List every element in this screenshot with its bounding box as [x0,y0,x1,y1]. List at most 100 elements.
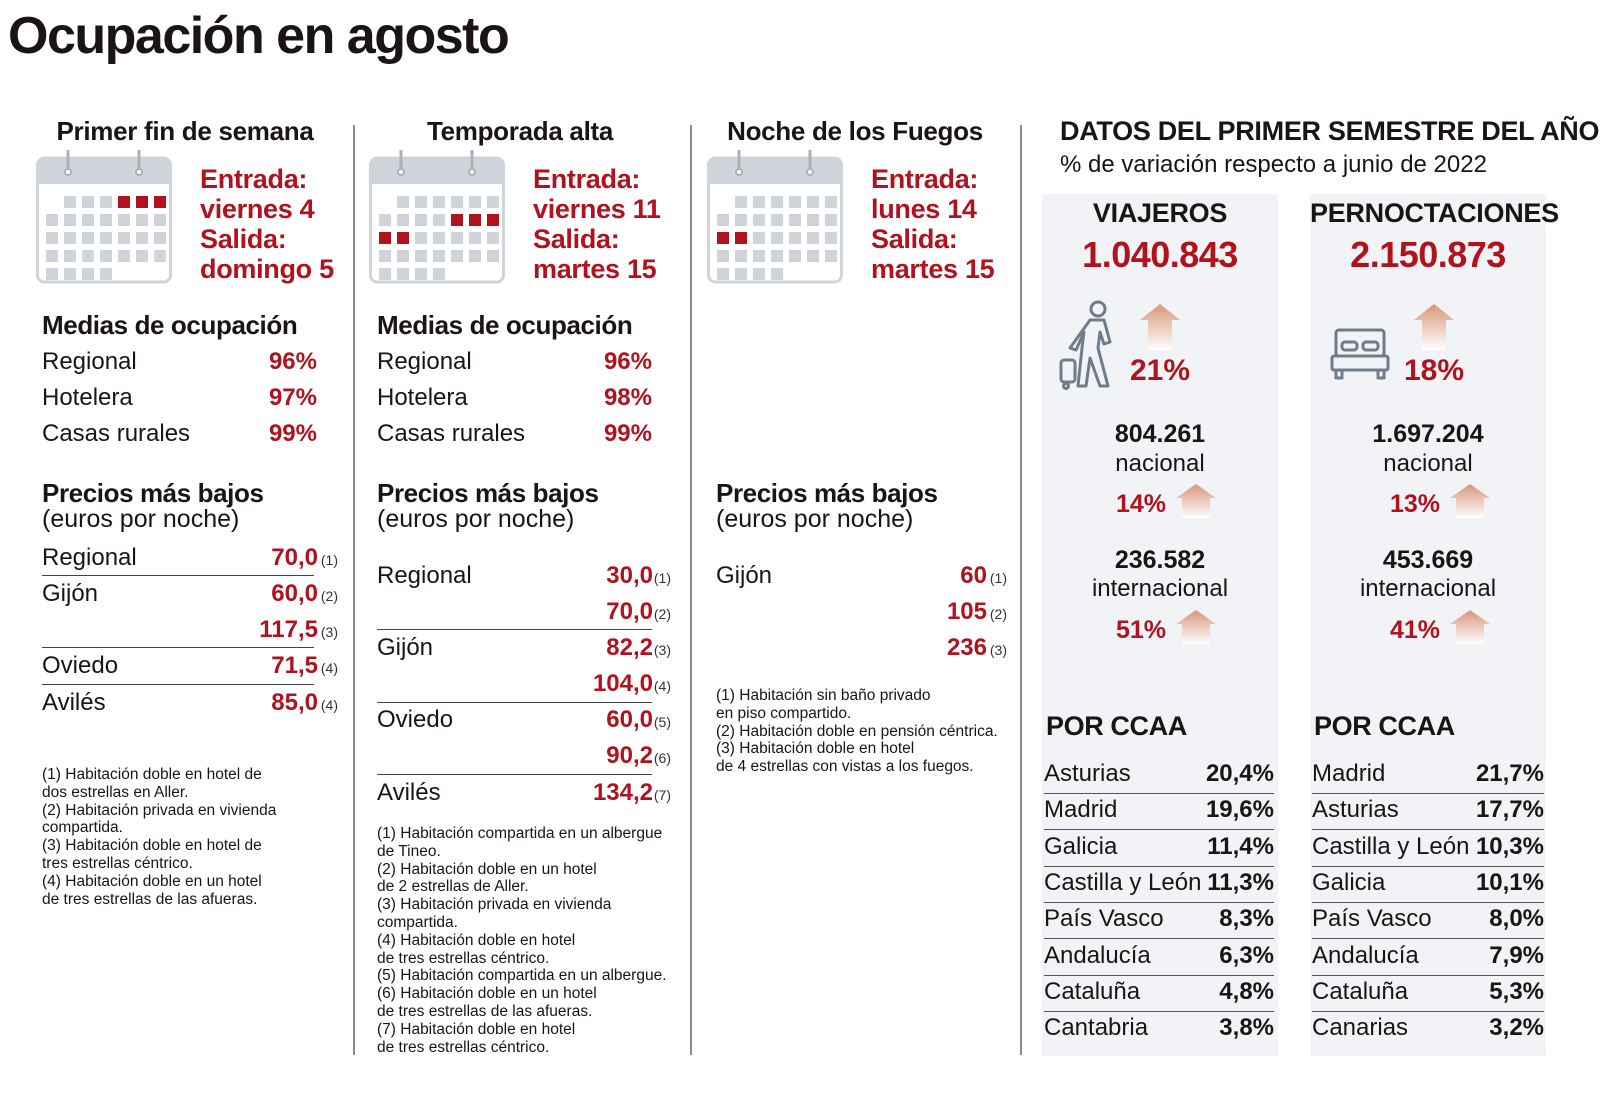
price-row: Regional 30,0 (1) [377,562,677,598]
calendar-day [807,250,819,262]
price-ref: (2) [320,588,338,604]
salida-day: martes 15 [871,254,995,284]
entrada-day: lunes 14 [871,194,977,224]
occupancy-title: Medias de ocupación [42,310,298,340]
ccaa-value: 8,0% [1489,905,1544,933]
internacional-value: 453.669 [1382,546,1474,574]
entrada-day: viernes 11 [533,194,661,224]
calendar-day [487,250,499,262]
internacional-change: 51% [1116,616,1167,644]
calendar-day [415,196,427,208]
calendar-day [397,250,409,262]
calendar-day-highlighted [717,232,729,244]
price-ref: (3) [320,624,338,640]
calendar-day [100,268,112,280]
ccaa-name: Canarias [1312,1014,1409,1042]
entrada-label: Entrada: [200,164,308,194]
price-row: Avilés 85,0 (4) [42,689,342,725]
calendar-day-highlighted [487,214,499,226]
calendar-day [735,268,747,280]
ccaa-value: 19,6% [1205,796,1274,824]
calendar-day [451,250,463,262]
ccaa-name: Cataluña [1312,977,1409,1005]
price-ref: (2) [653,606,671,622]
price-value: 82,2 [606,634,653,661]
calendar-day [433,232,445,244]
panel-total: 2.150.873 [1350,234,1506,275]
price-row: Oviedo 71,5 (4) [42,652,342,688]
ccaa-name: Galicia [1312,868,1386,896]
row-divider [42,684,314,685]
occupancy-label: Hotelera [42,384,133,411]
calendar-day [46,232,58,244]
salida-label: Salida: [200,224,287,254]
price-value: 60 [960,562,987,589]
price-label: Oviedo [377,706,454,733]
calendar-day [154,214,166,226]
stay-dates: Entrada: viernes 4 Salida: domingo 5 [200,164,334,284]
ccaa-title: POR CCAA [1314,711,1455,741]
calendar-day [154,232,166,244]
row-divider [1044,829,1274,831]
ccaa-name: Galicia [1044,832,1118,860]
ccaa-value: 21,7% [1475,760,1544,787]
total-change: 18% [1404,354,1465,387]
price-row: Gijón 60 (1) [716,562,1011,598]
ccaa-name: Madrid [1312,760,1386,787]
price-ref: (4) [320,697,338,713]
ccaa-row: Asturias 17,7% [1312,794,1544,831]
panel-title: PERNOCTACIONES [1310,198,1559,228]
calendar-day [487,232,499,244]
calendar-day [64,214,76,226]
ccaa-row: Madrid 21,7% [1312,758,1544,794]
nacional-value: 1.697.204 [1372,420,1484,448]
ccaa-name: Madrid [1044,796,1118,824]
panel-pernoctaciones: PERNOCTACIONES 2.150.873 18% 1.697.204 n… [1310,194,1559,1056]
ccaa-value: 11,3% [1207,868,1274,896]
nacional-change: 13% [1390,490,1441,518]
calendar-day [379,214,391,226]
nacional-label: nacional [1115,450,1205,477]
price-ref: (5) [653,714,671,730]
occupancy-row: Hotelera 98% [377,384,652,420]
ccaa-row: Asturias 20,4% [1044,758,1274,794]
ccaa-value: 10,1% [1475,868,1544,896]
ccaa-title: POR CCAA [1046,711,1187,741]
ccaa-name: Castilla y León [1312,832,1470,860]
column-divider [353,125,355,1055]
row-divider [1044,974,1274,976]
ccaa-name: País Vasco [1312,905,1432,933]
calendar-day [415,232,427,244]
traveler-with-suitcase-icon [1059,300,1112,390]
calendar-day [397,268,409,280]
price-value: 30,0 [606,562,653,589]
calendar-day [807,232,819,244]
prices-title: Precios más bajos [42,478,264,508]
price-row: Avilés 134,2 (7) [377,779,677,815]
calendar-day [487,196,499,208]
calendar-day-highlighted [118,196,130,208]
calendar-day [469,196,481,208]
row-divider [1044,938,1274,940]
price-value: 70,0 [271,544,318,571]
ccaa-row: Castilla y León 10,3% [1312,831,1544,867]
calendar-icon [707,150,843,284]
occupancy-label: Regional [377,348,472,375]
calendar-day [82,250,94,262]
occupancy-row: Casas rurales 99% [377,420,652,456]
occupancy-value: 99% [603,420,652,447]
calendar-day [735,196,747,208]
calendar-day [46,214,58,226]
ccaa-row: Castilla y León 11,3% [1044,867,1274,903]
ccaa-row: Galicia 11,4% [1044,831,1274,867]
calendar-day-highlighted [451,214,463,226]
occupancy-label: Casas rurales [42,420,191,447]
bed-icon [1330,328,1390,380]
ccaa-value: 8,3% [1219,905,1274,933]
calendar-day [433,196,445,208]
calendar-day [451,196,463,208]
calendar-day [771,268,783,280]
calendar-day-highlighted [397,232,409,244]
price-value: 117,5 [259,616,318,643]
calendar-day [136,250,148,262]
